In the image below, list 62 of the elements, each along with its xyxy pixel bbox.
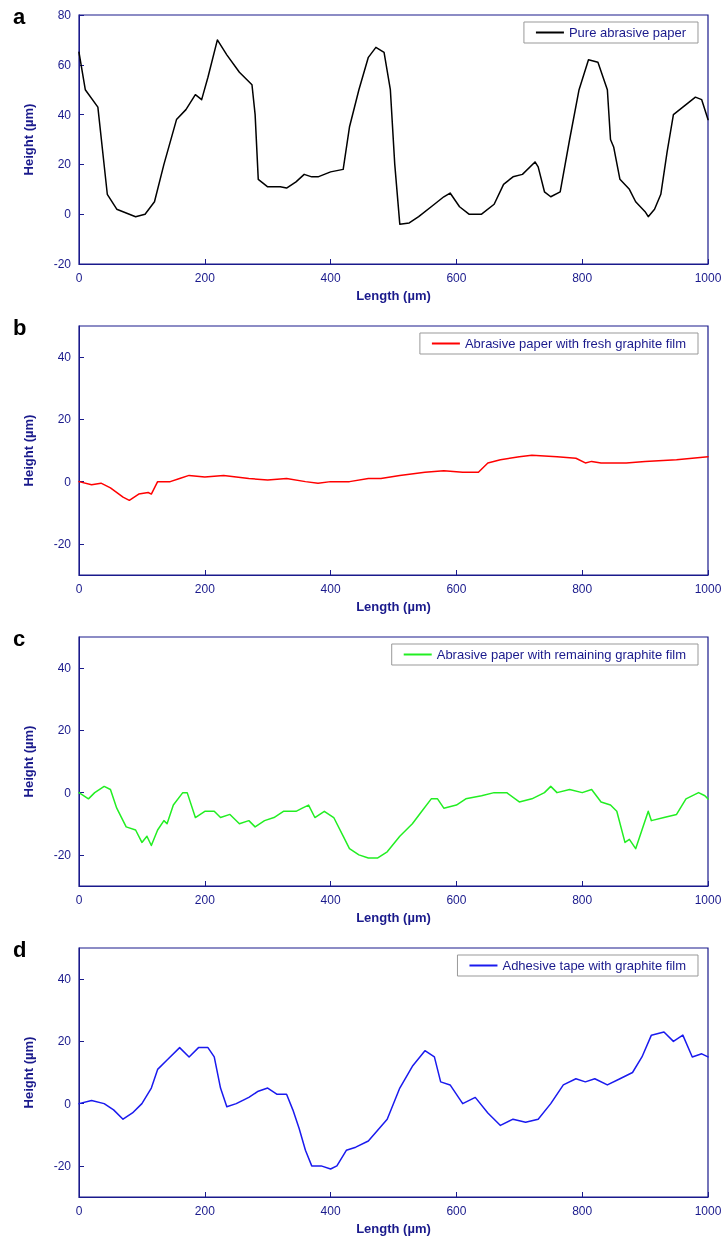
x-tick-label: 400 xyxy=(320,271,341,285)
y-tick-label: -20 xyxy=(53,536,72,551)
x-tick-label: 800 xyxy=(572,582,593,596)
y-axis-title: Height (µm) xyxy=(21,725,36,798)
x-tick-label: 400 xyxy=(320,893,341,907)
x-tick-label: 800 xyxy=(572,893,593,907)
x-tick-label: 200 xyxy=(194,1204,216,1218)
legend-label: Pure abrasive paper xyxy=(568,25,687,40)
chart-title: c xyxy=(13,625,26,651)
chart-title: a xyxy=(13,3,26,29)
x-tick-label: 1000 xyxy=(694,271,722,285)
y-tick-label: -20 xyxy=(53,847,72,862)
x-tick-label: 0 xyxy=(75,582,83,596)
line-series xyxy=(78,785,709,859)
y-tick-label: 20 xyxy=(57,1034,72,1049)
line-series xyxy=(78,39,709,225)
x-tick-label: 0 xyxy=(75,893,83,907)
y-tick-label: 40 xyxy=(57,107,72,122)
y-tick-label: 20 xyxy=(57,412,72,427)
y-axis-title: Height (µm) xyxy=(21,103,36,176)
x-axis-title: Length (µm) xyxy=(356,1220,431,1236)
x-tick-label: 400 xyxy=(320,1204,341,1218)
y-tick-label: -20 xyxy=(53,1158,72,1173)
legend-label: Abrasive paper with remaining graphite film xyxy=(436,647,687,662)
y-axis-title: Height (µm) xyxy=(21,1036,36,1109)
x-tick-label: 200 xyxy=(194,893,216,907)
line-series xyxy=(78,454,709,502)
x-tick-label: 600 xyxy=(446,1204,467,1218)
y-tick-label: -20 xyxy=(53,257,72,271)
y-tick-label: 0 xyxy=(64,474,72,489)
legend-label: Abrasive paper with fresh graphite film xyxy=(464,336,687,351)
x-axis-title: Length (µm) xyxy=(356,909,431,925)
x-axis-title: Length (µm) xyxy=(356,287,431,303)
x-tick-label: 200 xyxy=(194,582,216,596)
x-tick-label: 1000 xyxy=(694,582,722,596)
line-series xyxy=(78,1031,709,1170)
x-tick-label: 0 xyxy=(75,1204,83,1218)
y-tick-label: 20 xyxy=(57,157,72,172)
y-axis-title: Height (µm) xyxy=(21,414,36,487)
y-tick-label: 60 xyxy=(57,57,72,72)
y-tick-label: 0 xyxy=(64,1096,72,1111)
y-tick-label: 40 xyxy=(57,972,72,987)
x-tick-label: 200 xyxy=(194,271,216,285)
y-tick-label: 0 xyxy=(64,785,72,800)
legend-label: Adhesive tape with graphite film xyxy=(502,958,686,973)
x-tick-label: 1000 xyxy=(694,893,722,907)
x-tick-label: 1000 xyxy=(694,1204,722,1218)
chart-title: d xyxy=(13,936,27,962)
x-tick-label: 400 xyxy=(320,582,341,596)
x-tick-label: 600 xyxy=(446,893,467,907)
y-tick-label: 80 xyxy=(57,8,72,22)
chart-title: b xyxy=(13,314,27,340)
y-tick-label: 40 xyxy=(57,350,72,365)
x-tick-label: 600 xyxy=(446,271,467,285)
y-tick-label: 0 xyxy=(64,207,72,222)
y-tick-label: 40 xyxy=(57,661,72,676)
x-axis-title: Length (µm) xyxy=(356,598,431,614)
x-tick-label: 800 xyxy=(572,271,593,285)
x-tick-label: 800 xyxy=(572,1204,593,1218)
y-tick-label: 20 xyxy=(57,723,72,738)
x-tick-label: 0 xyxy=(75,271,83,285)
x-tick-label: 600 xyxy=(446,582,467,596)
